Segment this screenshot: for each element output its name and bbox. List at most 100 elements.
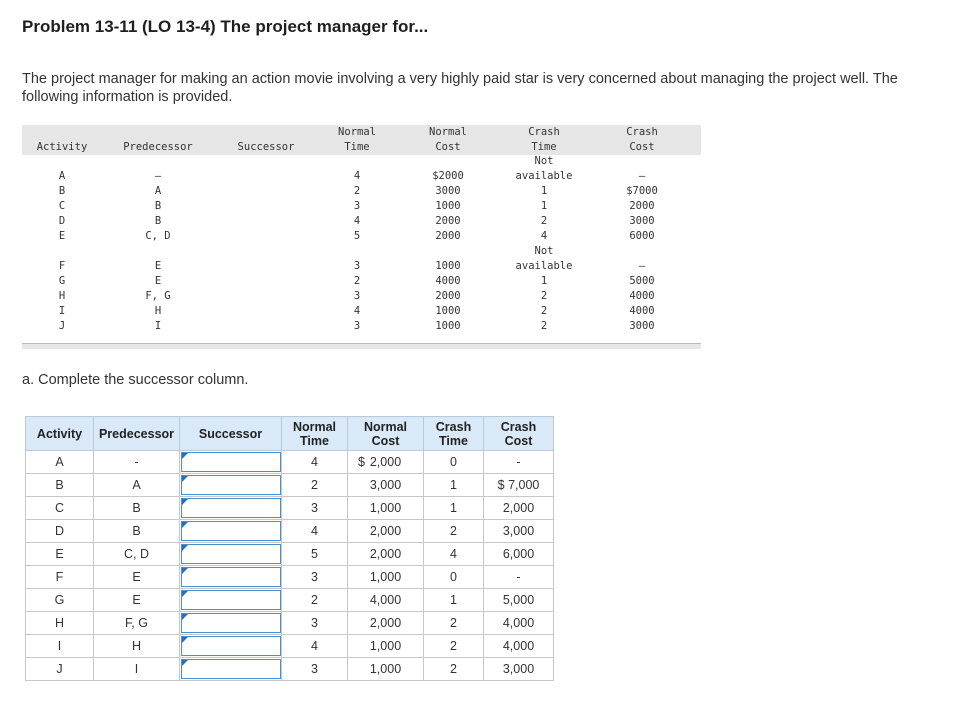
given-table-row: A – 4 $2000 available – Not bbox=[22, 155, 701, 185]
cell-successor bbox=[179, 542, 282, 566]
cell-normal-time: 4 bbox=[281, 450, 348, 474]
successor-input[interactable] bbox=[180, 636, 281, 656]
given-cell-activity: A bbox=[58, 170, 66, 182]
cell-crash-cost: 5,000 bbox=[483, 588, 554, 612]
successor-input[interactable] bbox=[180, 521, 281, 541]
cell-crash-cost: 4,000 bbox=[483, 634, 554, 658]
col-header-activity: Activity bbox=[25, 416, 94, 451]
given-cell-activity: C bbox=[58, 200, 66, 212]
col-header-normal-time-line2: Time bbox=[300, 433, 329, 448]
answer-table: Activity Predecessor Successor Normal Tim… bbox=[25, 416, 554, 681]
given-cell-normal-time: 4 bbox=[353, 305, 361, 317]
cell-crash-time: 1 bbox=[423, 496, 484, 520]
cell-crash-time: 0 bbox=[423, 565, 484, 589]
successor-input[interactable] bbox=[180, 659, 281, 679]
answer-table-row: B A 2 3,000 1 $ 7,000 bbox=[25, 473, 554, 497]
answer-table-row: A -4 $2,000 0- bbox=[25, 450, 554, 474]
cell-successor bbox=[179, 450, 282, 474]
given-cell-predecessor: B bbox=[154, 215, 162, 227]
given-cell-activity: E bbox=[58, 230, 66, 242]
given-cell-normal-cost: $2000 bbox=[432, 170, 464, 182]
cell-crash-cost: 3,000 bbox=[483, 657, 554, 681]
cell-normal-cost: $2,000 bbox=[347, 450, 424, 474]
given-cell-normal-time: 3 bbox=[353, 200, 361, 212]
successor-input[interactable] bbox=[180, 452, 281, 472]
cell-normal-cost: 1,000 bbox=[347, 496, 424, 520]
cell-successor bbox=[179, 565, 282, 589]
given-cell-crash-cost: 4000 bbox=[629, 305, 655, 317]
given-cell-predecessor: C, D bbox=[145, 230, 171, 242]
cell-predecessor: B bbox=[93, 519, 180, 543]
cell-normal-cost: 2,000 bbox=[347, 519, 424, 543]
given-cell-activity: H bbox=[58, 290, 66, 302]
given-cell-predecessor: A bbox=[154, 185, 162, 197]
cell-crash-time: 2 bbox=[423, 657, 484, 681]
answer-table-body: A -4 $2,000 0- B A 2 3,000 1 $ 7,000 C B 3 1,000 1 2,00… bbox=[25, 450, 554, 681]
header-crash-time-2: Time bbox=[531, 141, 557, 153]
cell-normal-time: 2 bbox=[281, 473, 348, 497]
given-cell-predecessor: I bbox=[154, 320, 162, 332]
header-normal-time-2: Time bbox=[344, 141, 370, 153]
cell-normal-cost: 1,000 bbox=[347, 657, 424, 681]
given-cell-activity: F bbox=[58, 260, 66, 272]
cell-successor bbox=[179, 611, 282, 635]
cell-crash-cost: $ 7,000 bbox=[483, 473, 554, 497]
given-cell-crash-cost: 6000 bbox=[629, 230, 655, 242]
col-header-crash-time: Crash Time bbox=[423, 416, 484, 451]
successor-input[interactable] bbox=[180, 475, 281, 495]
part-a-instruction: a. Complete the successor column. bbox=[22, 372, 249, 388]
cell-activity: E bbox=[25, 542, 94, 566]
cell-successor bbox=[179, 519, 282, 543]
currency-symbol: $ bbox=[358, 455, 365, 469]
successor-input[interactable] bbox=[180, 590, 281, 610]
col-header-crash-cost-line1: Crash bbox=[500, 419, 537, 434]
cell-predecessor: B bbox=[93, 496, 180, 520]
normal-cost-value: 2,000 bbox=[369, 547, 402, 561]
normal-cost-value: 3,000 bbox=[369, 478, 402, 492]
cell-normal-time: 2 bbox=[281, 588, 348, 612]
given-cell-normal-time: 5 bbox=[353, 230, 361, 242]
cell-predecessor: F, G bbox=[93, 611, 180, 635]
cell-normal-time: 3 bbox=[281, 657, 348, 681]
cell-normal-time: 3 bbox=[281, 496, 348, 520]
intro-text: The project manager for making an action… bbox=[22, 71, 898, 105]
col-header-normal-time-line1: Normal bbox=[292, 419, 337, 434]
given-table-header: Activity Predecessor Successor Normal Ti… bbox=[22, 125, 701, 155]
col-header-crash-time-line1: Crash bbox=[435, 419, 472, 434]
given-cell-normal-cost: 3000 bbox=[435, 185, 461, 197]
given-table-row: C B 3 1000 1 2000 bbox=[22, 200, 701, 215]
page-title: Problem 13-11 (LO 13-4) The project mana… bbox=[22, 17, 429, 36]
header-activity: Activity bbox=[36, 141, 88, 153]
cell-normal-cost: 4,000 bbox=[347, 588, 424, 612]
cell-normal-time: 4 bbox=[281, 634, 348, 658]
given-table-row: D B 4 2000 2 3000 bbox=[22, 215, 701, 230]
answer-table-row: F E 3 1,000 0- bbox=[25, 565, 554, 589]
cell-crash-cost: 2,000 bbox=[483, 496, 554, 520]
given-cell-crash-cost: 3000 bbox=[629, 215, 655, 227]
given-cell-crash-time-top: Not bbox=[534, 245, 554, 257]
given-cell-crash-time: available bbox=[515, 170, 573, 182]
cell-successor bbox=[179, 496, 282, 520]
cell-activity: J bbox=[25, 657, 94, 681]
given-cell-crash-cost: – bbox=[638, 260, 646, 272]
successor-input[interactable] bbox=[180, 613, 281, 633]
given-cell-activity: G bbox=[58, 275, 66, 287]
col-header-crash-time-line2: Time bbox=[439, 433, 468, 448]
cell-normal-cost: 2,000 bbox=[347, 611, 424, 635]
given-cell-normal-cost: 1000 bbox=[435, 260, 461, 272]
successor-input[interactable] bbox=[180, 544, 281, 564]
cell-normal-cost: 3,000 bbox=[347, 473, 424, 497]
cell-normal-time: 5 bbox=[281, 542, 348, 566]
cell-crash-cost: - bbox=[483, 450, 554, 474]
given-table-row: F E 3 1000 available – Not bbox=[22, 245, 701, 275]
cell-predecessor: - bbox=[93, 450, 180, 474]
successor-input[interactable] bbox=[180, 567, 281, 587]
normal-cost-value: 2,000 bbox=[369, 616, 402, 630]
given-table-row: B A 2 3000 1 $7000 bbox=[22, 185, 701, 200]
given-cell-normal-time: 3 bbox=[353, 320, 361, 332]
given-cell-activity: I bbox=[58, 305, 66, 317]
given-cell-crash-time-top: Not bbox=[534, 155, 554, 167]
col-header-successor: Successor bbox=[179, 416, 282, 451]
successor-input[interactable] bbox=[180, 498, 281, 518]
cell-crash-time: 1 bbox=[423, 588, 484, 612]
